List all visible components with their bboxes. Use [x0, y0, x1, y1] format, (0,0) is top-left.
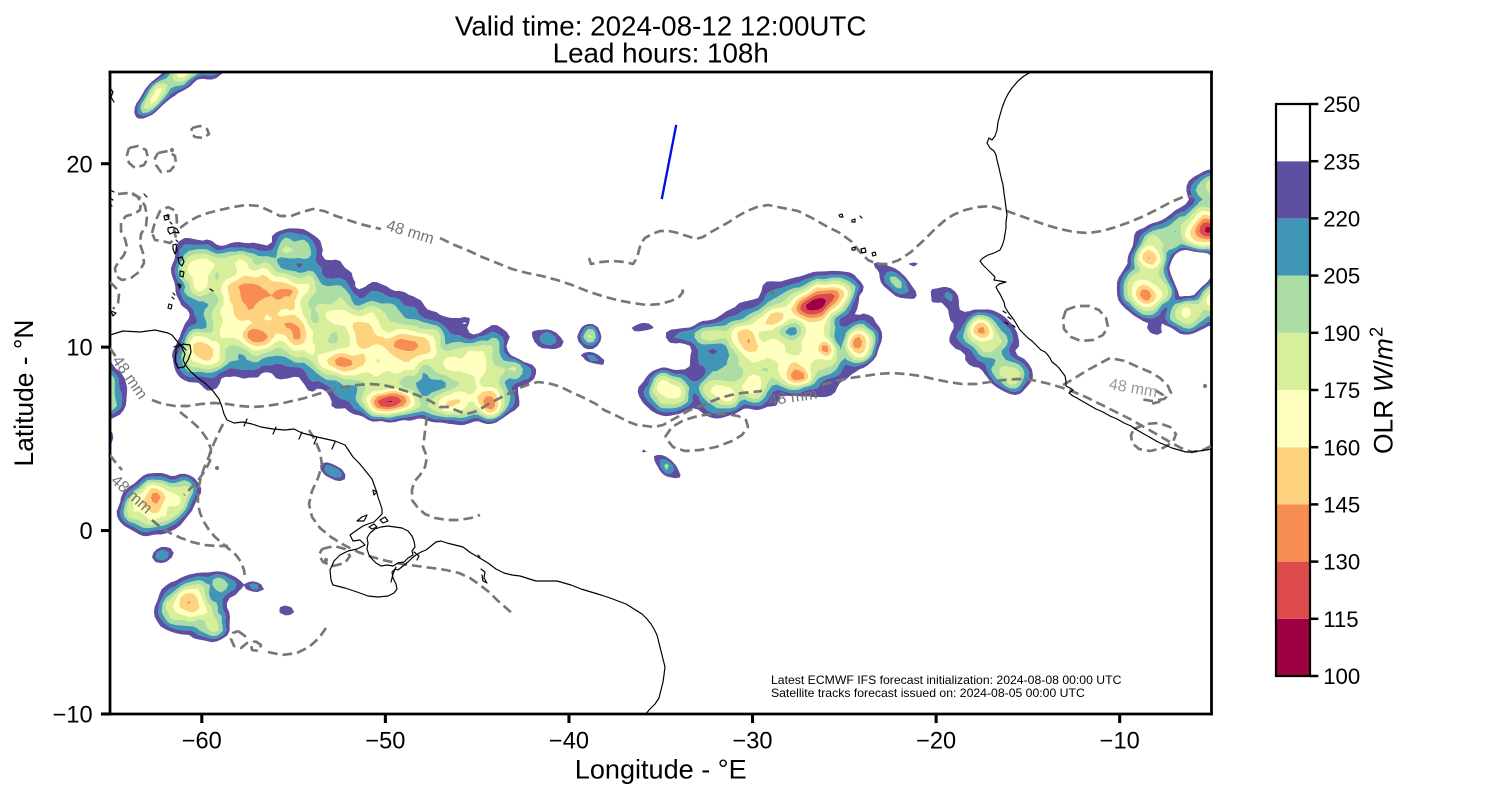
svg-text:10: 10: [66, 336, 92, 362]
svg-text:48 mm: 48 mm: [768, 386, 819, 410]
svg-text:205: 205: [1323, 264, 1360, 289]
svg-text:−40: −40: [549, 728, 589, 754]
svg-text:−30: −30: [733, 728, 773, 754]
svg-text:250: 250: [1323, 92, 1360, 117]
svg-text:145: 145: [1323, 492, 1360, 517]
svg-text:Lead hours: 108h: Lead hours: 108h: [553, 37, 769, 68]
svg-text:Latest ECMWF IFS forecast init: Latest ECMWF IFS forecast initialization…: [771, 673, 1122, 687]
svg-text:235: 235: [1323, 149, 1360, 174]
svg-text:−10: −10: [53, 703, 93, 729]
svg-text:190: 190: [1323, 321, 1360, 346]
svg-text:−20: −20: [916, 728, 956, 754]
svg-text:175: 175: [1323, 378, 1360, 403]
svg-text:−60: −60: [182, 728, 222, 754]
svg-text:115: 115: [1323, 607, 1358, 632]
svg-text:Valid time: 2024-08-12 12:00UT: Valid time: 2024-08-12 12:00UTC: [455, 10, 867, 41]
svg-text:Latitude - °N: Latitude - °N: [9, 320, 39, 467]
svg-text:100: 100: [1323, 664, 1360, 689]
svg-text:O L R: O L R / W m 2: [1366, 327, 1399, 454]
svg-text:−50: −50: [365, 728, 405, 754]
svg-text:130: 130: [1323, 550, 1360, 575]
svg-text:Longitude - °E: Longitude - °E: [575, 754, 747, 785]
svg-text:20: 20: [66, 152, 92, 178]
svg-text:0: 0: [79, 519, 92, 545]
svg-text:Satellite tracks forecast issu: Satellite tracks forecast issued on: 202…: [771, 686, 1085, 700]
svg-text:160: 160: [1323, 435, 1360, 460]
svg-text:220: 220: [1323, 206, 1360, 231]
svg-text:−10: −10: [1100, 728, 1140, 754]
